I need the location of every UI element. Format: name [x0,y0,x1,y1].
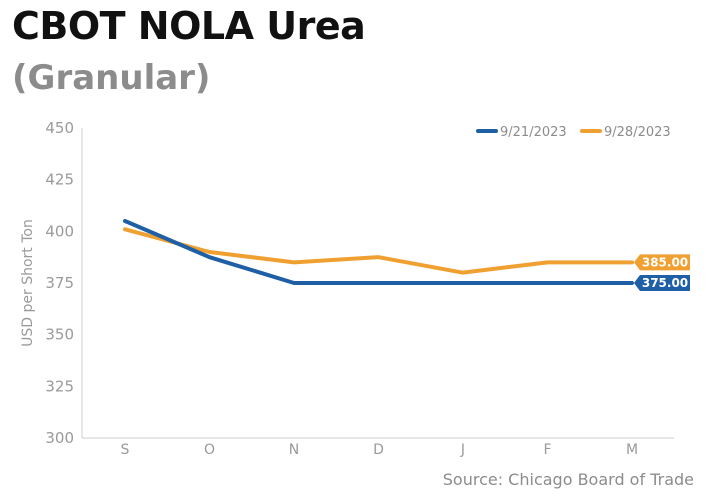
series-line-2 [123,227,634,275]
chart-title: CBOT NOLA Urea [12,4,366,48]
y-tick-label: 350 [45,326,74,344]
series-group [123,219,634,285]
y-tick-label: 425 [45,171,74,189]
legend-item-1: 9/21/2023 [476,125,567,140]
y-tick-label: 375 [45,274,74,292]
legend: 9/21/2023 9/28/2023 [476,125,671,140]
x-tick-label: O [204,442,215,458]
source-note: Source: Chicago Board of Trade [442,470,694,489]
x-tick-label: F [543,442,551,458]
end-label-2: 385.00 [634,254,690,271]
y-tick-label: 450 [45,119,74,137]
y-tick-label: 325 [45,377,74,395]
end-label-text: 385.00 [642,255,688,269]
end-labels: 375.00 385.00 [634,254,690,291]
series-line-1 [123,219,634,285]
y-axis-label: USD per Short Ton [20,219,36,347]
axes [81,128,674,439]
x-tick-label: D [373,442,384,458]
legend-label: 9/28/2023 [604,125,671,140]
end-label-1: 375.00 [634,275,690,291]
end-label-box [634,275,690,291]
y-tick-label: 300 [45,429,74,447]
legend-item-2: 9/28/2023 [580,125,671,140]
chart-subtitle: (Granular) [12,58,211,98]
end-label-text: 375.00 [642,276,688,290]
x-tick-label: N [289,442,299,458]
x-tick-label: J [460,442,465,458]
y-tick-label: 400 [45,222,74,240]
x-tick-label: S [121,442,130,458]
x-tick-label: M [626,442,638,458]
y-ticks: 300 325 350 375 400 425 450 [45,119,74,447]
legend-label: 9/21/2023 [500,125,567,140]
end-label-box [634,254,690,271]
